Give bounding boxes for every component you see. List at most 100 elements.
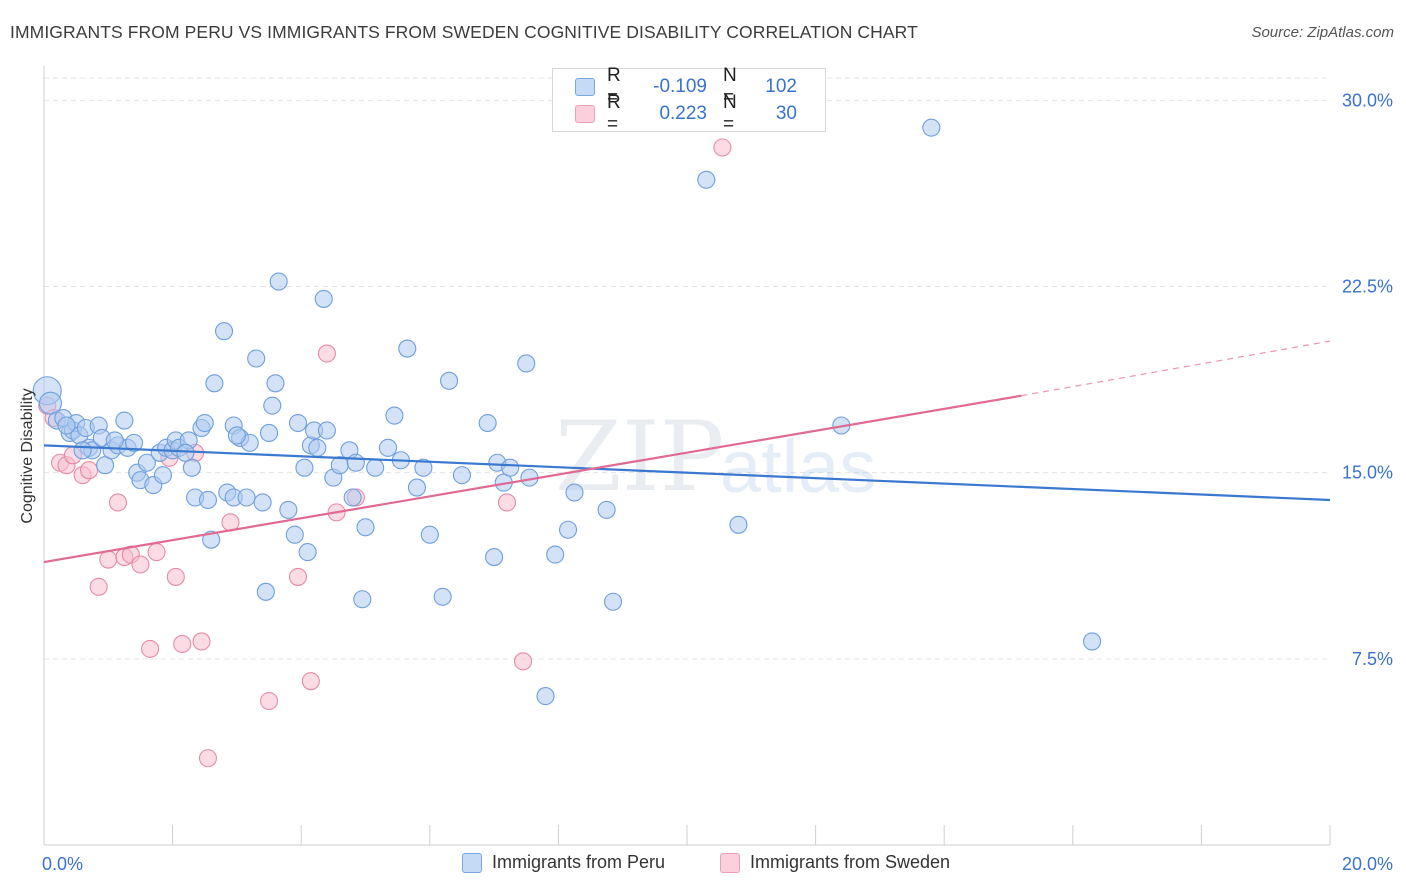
correlation-legend: R = -0.109 N = 102 R = 0.223 N = 30 [552,65,826,135]
point-peru [697,170,716,189]
point-peru [317,421,336,440]
point-peru [124,433,144,452]
point-peru [353,590,372,609]
point-peru [597,500,616,519]
point-sweden [141,639,160,658]
y-tick-label: 7.5% [1352,649,1393,669]
point-sweden [147,543,166,562]
point-peru [1083,632,1102,651]
point-peru [420,525,439,544]
point-sweden [513,652,533,671]
point-peru [308,438,327,457]
point-peru [414,458,433,477]
point-peru [214,322,234,341]
legend-n-value: 30 [775,103,797,124]
point-sweden [131,555,150,574]
point-peru [202,530,221,549]
point-sweden [301,672,320,691]
point-peru [73,441,92,460]
point-peru [137,453,156,472]
point-sweden [317,344,336,363]
point-peru [366,458,385,477]
y-tick-label: 22.5% [1342,277,1393,297]
point-peru [314,289,333,308]
point-peru [433,587,452,606]
point-peru [407,478,426,497]
legend-r-label: R = [607,65,621,108]
point-peru [356,518,375,537]
watermark: ZIP atlas [555,401,876,513]
point-peru [256,582,275,601]
point-sweden [99,550,118,569]
bottom-legend-label-sweden: Immigrants from Sweden [750,852,951,872]
y-tick-label: 30.0% [1342,90,1393,110]
x-tick-label: 0.0% [42,854,83,874]
grid-lines [44,77,1330,660]
point-peru [182,458,201,477]
watermark-atlas: atlas [720,425,876,508]
legend-r-label: R = [607,92,621,135]
point-peru [385,406,404,425]
bottom-legend-swatch-sweden [720,852,740,873]
point-peru [343,488,362,507]
point-sweden [497,493,517,512]
point-peru [195,413,214,433]
point-peru [501,458,520,477]
legend-n-label: N = [723,65,737,108]
point-peru [266,374,285,393]
bottom-legend-peru: Immigrants from Peru [462,852,665,873]
point-peru [247,349,266,368]
point-peru [176,443,195,462]
legend-r-value: 0.223 [659,103,707,124]
point-peru [558,520,578,539]
point-peru [205,374,224,393]
legend-swatch-peru [575,78,595,96]
point-peru [115,411,134,430]
trend-line-sweden-extension [1021,340,1331,397]
axes [43,66,1331,846]
point-peru [263,396,282,415]
legend-row-sweden: R = 0.223 N = 30 [575,92,797,135]
tick-labels: 7.5% 15.0% 22.5% 30.0% 0.0% 20.0% [42,90,1393,874]
point-peru [440,371,459,390]
point-peru [295,458,314,477]
point-peru [237,488,256,507]
point-sweden [89,577,108,596]
chart-title: IMMIGRANTS FROM PERU VS IMMIGRANTS FROM … [10,22,918,42]
point-peru [604,592,623,611]
legend-swatch-sweden [575,105,595,123]
point-peru [452,466,472,485]
point-peru [288,413,308,433]
bottom-legend-swatch-peru [462,852,482,873]
point-sweden [192,632,211,651]
point-sweden [173,634,192,653]
point-peru [378,438,398,457]
point-peru [279,500,298,519]
point-sweden [288,567,308,586]
point-peru [485,548,504,567]
legend-row-peru: R = -0.109 N = 102 [575,65,797,108]
legend-r-value: -0.109 [653,76,707,97]
point-peru [346,453,365,472]
bottom-legend-sweden: Immigrants from Sweden [720,852,950,873]
point-peru [253,493,272,512]
point-sweden [259,691,279,711]
point-sweden [166,567,185,586]
point-sweden [713,138,732,157]
point-peru [105,431,124,450]
point-peru [478,413,497,433]
point-peru [729,515,748,534]
series-peru-points [32,118,1102,706]
point-peru [153,466,173,485]
y-axis-label: Cognitive Disability [19,388,36,524]
y-tick-label: 15.0% [1342,463,1393,483]
point-peru [398,339,417,358]
point-sweden [79,461,99,480]
point-peru [269,272,288,291]
legend-n-value: 102 [765,76,797,97]
trend-line-sweden [43,394,1022,564]
point-peru [38,391,62,415]
point-peru [96,456,115,475]
point-peru [57,416,76,435]
